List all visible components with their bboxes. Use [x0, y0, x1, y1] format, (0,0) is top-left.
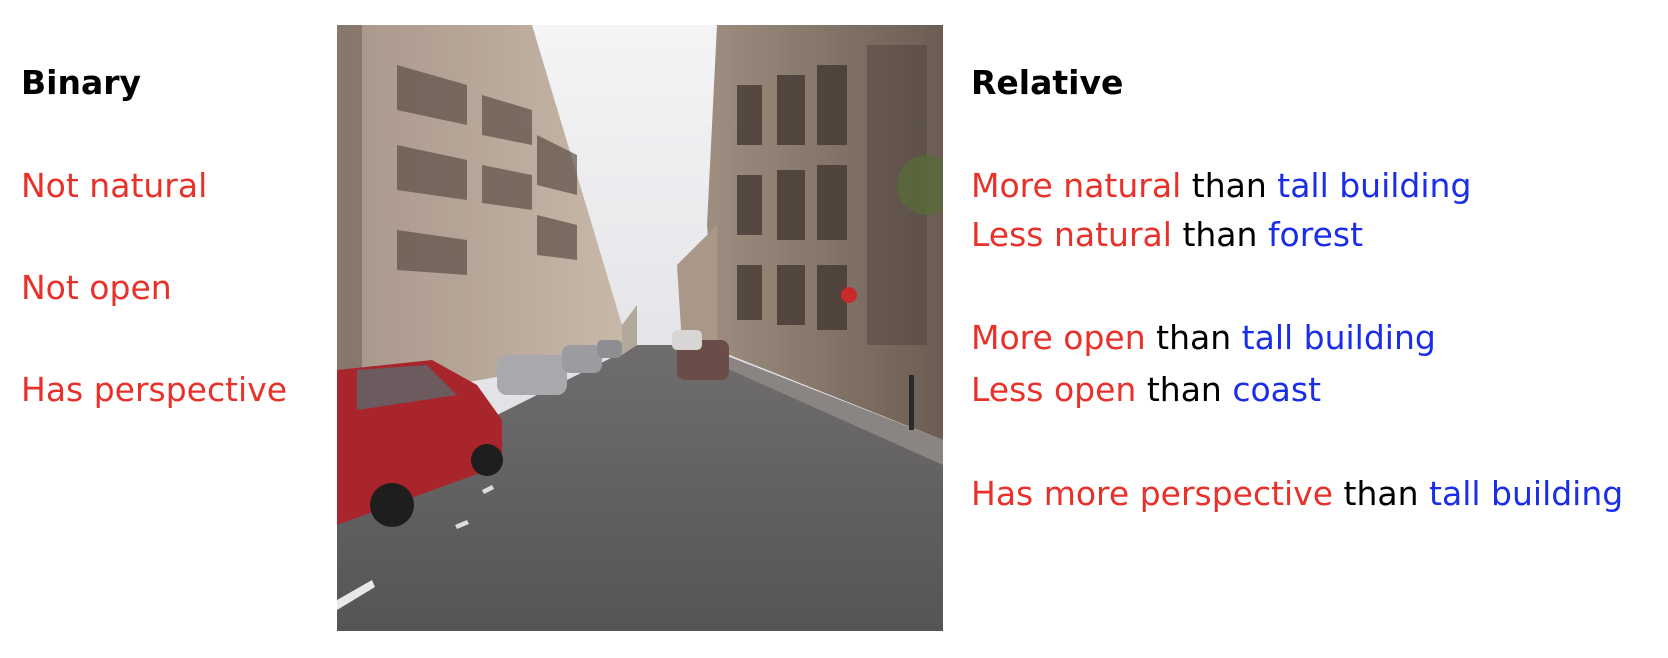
relative-item: Less open than coast	[971, 370, 1321, 410]
connector-text: than	[1182, 215, 1258, 254]
binary-heading: Binary	[21, 63, 142, 102]
binary-item: Not natural	[21, 166, 208, 205]
connector-text: than	[1156, 318, 1232, 357]
relative-item: Less natural than forest	[971, 215, 1363, 255]
relative-item: More open than tall building	[971, 318, 1436, 358]
relative-item: Has more perspective than tall building	[971, 474, 1623, 514]
reference-text: tall building	[1277, 166, 1472, 205]
attribute-text: More open	[971, 318, 1146, 357]
attribute-text: Less open	[971, 370, 1137, 409]
relative-item: More natural than tall building	[971, 166, 1471, 206]
street-scene-image	[337, 25, 943, 631]
attribute-text: More natural	[971, 166, 1182, 205]
binary-item: Not open	[21, 268, 172, 307]
reference-text: forest	[1267, 215, 1364, 254]
binary-item: Has perspective	[21, 370, 288, 409]
reference-text: tall building	[1429, 474, 1624, 513]
connector-text: than	[1191, 166, 1267, 205]
attribute-text: Has more perspective	[971, 474, 1334, 513]
attribute-text: Less natural	[971, 215, 1172, 254]
connector-text: than	[1146, 370, 1222, 409]
reference-text: tall building	[1241, 318, 1436, 357]
reference-text: coast	[1232, 370, 1322, 409]
relative-heading: Relative	[971, 63, 1124, 102]
connector-text: than	[1343, 474, 1419, 513]
